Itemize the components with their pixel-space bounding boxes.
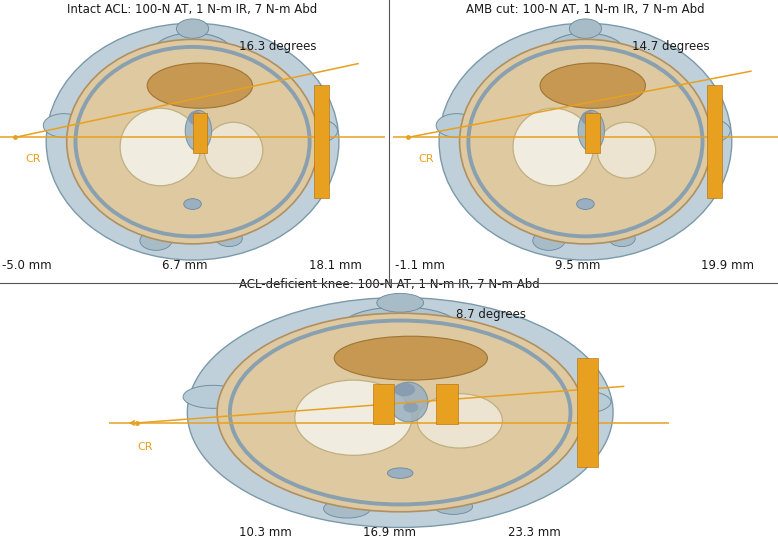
Bar xyxy=(585,113,600,153)
Ellipse shape xyxy=(185,111,212,151)
Ellipse shape xyxy=(460,40,711,244)
Ellipse shape xyxy=(578,111,605,151)
Ellipse shape xyxy=(545,33,626,74)
Bar xyxy=(314,85,328,198)
Text: -5.0 mm: -5.0 mm xyxy=(2,259,52,272)
Ellipse shape xyxy=(377,293,423,312)
Ellipse shape xyxy=(387,468,413,478)
Ellipse shape xyxy=(540,63,646,108)
Ellipse shape xyxy=(581,111,596,125)
Ellipse shape xyxy=(587,131,598,141)
Ellipse shape xyxy=(324,499,370,518)
Bar xyxy=(436,384,457,424)
Ellipse shape xyxy=(394,383,415,397)
Text: CR: CR xyxy=(137,442,152,452)
Ellipse shape xyxy=(417,394,503,448)
Text: 18.1 mm: 18.1 mm xyxy=(309,259,362,272)
Ellipse shape xyxy=(404,402,419,412)
Ellipse shape xyxy=(436,114,477,138)
Ellipse shape xyxy=(342,307,459,346)
Text: 14.7 degrees: 14.7 degrees xyxy=(632,40,710,53)
Ellipse shape xyxy=(187,298,613,527)
Ellipse shape xyxy=(67,40,318,244)
Text: 8.7 degrees: 8.7 degrees xyxy=(456,308,526,321)
Bar xyxy=(373,384,394,424)
Ellipse shape xyxy=(390,382,428,422)
Ellipse shape xyxy=(598,122,656,178)
Ellipse shape xyxy=(205,122,263,178)
Ellipse shape xyxy=(44,114,84,138)
Text: -1.1 mm: -1.1 mm xyxy=(395,259,445,272)
Ellipse shape xyxy=(513,108,594,186)
Bar xyxy=(707,85,721,198)
Ellipse shape xyxy=(689,119,731,142)
Ellipse shape xyxy=(188,111,203,125)
Ellipse shape xyxy=(46,23,339,260)
Ellipse shape xyxy=(569,19,601,38)
Text: 16.9 mm: 16.9 mm xyxy=(363,526,415,539)
Text: ACL-deficient knee: 100-N AT, 1 N-m IR, 7 N-m Abd: ACL-deficient knee: 100-N AT, 1 N-m IR, … xyxy=(239,278,539,291)
Ellipse shape xyxy=(439,23,732,260)
Text: 16.3 degrees: 16.3 degrees xyxy=(239,40,317,53)
Ellipse shape xyxy=(140,231,172,250)
Ellipse shape xyxy=(533,231,565,250)
Ellipse shape xyxy=(184,199,202,210)
Ellipse shape xyxy=(177,19,209,38)
Text: AMB cut: 100-N AT, 1 N-m IR, 7 N-m Abd: AMB cut: 100-N AT, 1 N-m IR, 7 N-m Abd xyxy=(466,3,705,16)
Ellipse shape xyxy=(609,230,635,246)
Ellipse shape xyxy=(295,380,412,455)
Ellipse shape xyxy=(434,499,472,514)
Text: CR: CR xyxy=(418,155,433,164)
Ellipse shape xyxy=(147,63,253,108)
Ellipse shape xyxy=(217,314,584,512)
Ellipse shape xyxy=(216,230,242,246)
Ellipse shape xyxy=(120,108,201,186)
Text: 10.3 mm: 10.3 mm xyxy=(240,526,293,539)
Ellipse shape xyxy=(576,199,594,210)
Text: CR: CR xyxy=(25,155,40,164)
Ellipse shape xyxy=(296,119,338,142)
Text: 9.5 mm: 9.5 mm xyxy=(555,259,601,272)
Ellipse shape xyxy=(552,390,611,414)
Ellipse shape xyxy=(152,33,233,74)
Ellipse shape xyxy=(335,336,488,380)
Bar xyxy=(576,358,598,468)
Text: 23.3 mm: 23.3 mm xyxy=(508,526,561,539)
Text: 6.7 mm: 6.7 mm xyxy=(162,259,208,272)
Text: 19.9 mm: 19.9 mm xyxy=(702,259,755,272)
Bar xyxy=(193,113,207,153)
Ellipse shape xyxy=(194,131,205,141)
Text: Intact ACL: 100-N AT, 1 N-m IR, 7 N-m Abd: Intact ACL: 100-N AT, 1 N-m IR, 7 N-m Ab… xyxy=(68,3,317,16)
Ellipse shape xyxy=(183,386,243,408)
